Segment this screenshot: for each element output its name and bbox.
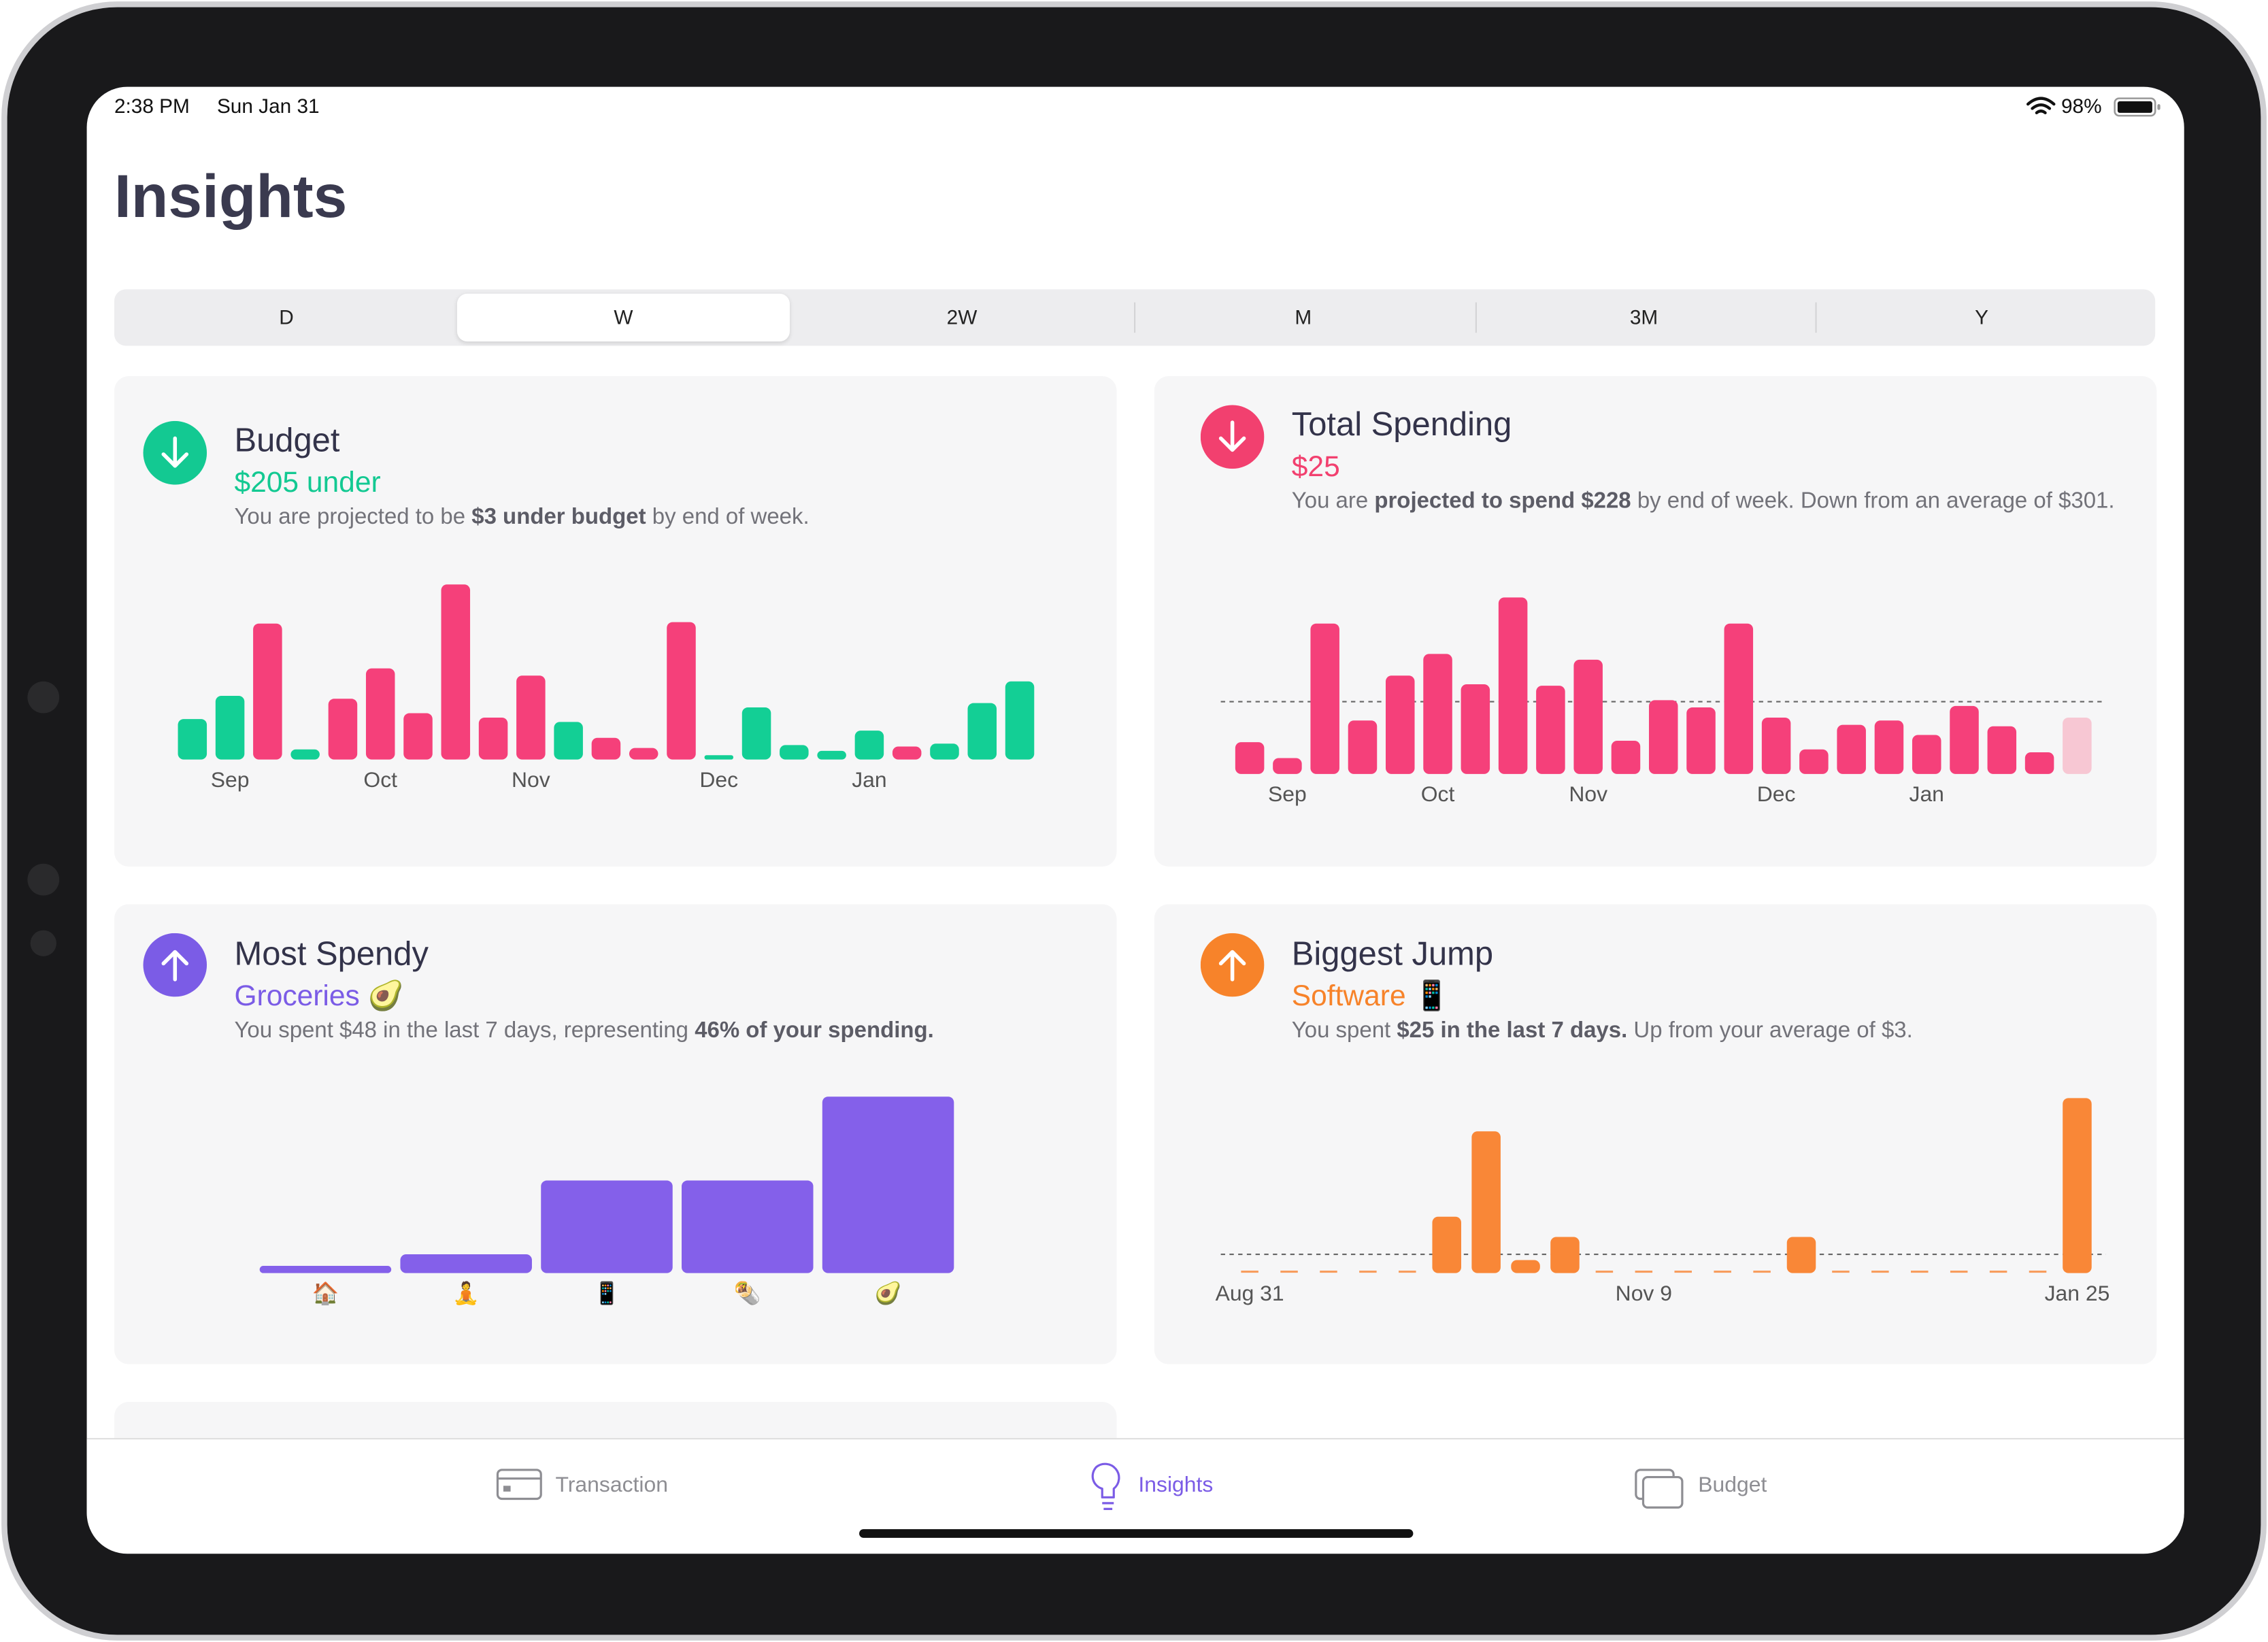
card-title: Budget [234,420,340,459]
bulb-icon [1091,1462,1120,1510]
sensor [27,863,60,896]
card-description: You spent $48 in the last 7 days, repres… [234,1016,1088,1046]
icon-arrow [1218,420,1246,452]
battery-level: 98% [2061,94,2102,118]
bold-text: 46% of your spending. [695,1018,934,1043]
tab-label[interactable]: Transaction [555,1473,668,1498]
tab-icon[interactable] [1090,1462,1143,1511]
card-description: You are projected to be $3 under budget … [234,502,1088,533]
card-title: Biggest Jump [1291,934,1494,973]
segment[interactable]: M [1295,305,1312,329]
icon-arrow [161,436,189,468]
card-icon [1200,405,1265,469]
card: Total Spending $25 You are projected to sp… [1154,375,2157,867]
icon-arrow [161,950,189,982]
wifi-icon [2026,97,2056,115]
camera [27,681,60,714]
tab-label[interactable]: Insights [1138,1473,1214,1498]
sensor [30,930,56,956]
card-chip [503,1486,511,1492]
text: You are projected to be [234,505,472,530]
card-icon [143,420,207,485]
bold-text: $3 under budget [471,505,646,530]
card-icon [143,933,207,997]
segment[interactable]: W [456,293,790,341]
segment-divider [1134,302,1136,333]
text: You spent [1291,1018,1397,1043]
segment[interactable]: 3M [1629,305,1658,329]
page-title: Insights [114,162,348,231]
battery-icon [2114,97,2161,117]
bold-text: $25 in the last 7 days. [1397,1018,1628,1043]
segment-divider [1475,302,1477,333]
card-headline: Groceries 🥑 [234,981,404,1013]
card-title: Most Spendy [234,934,429,973]
card-text: Biggest Jump Software 📱 You spent $25 in t… [1292,932,2128,1046]
card: Biggest Jump Software 📱 You spent $25 in t… [1154,904,2157,1364]
status-time: 2:38 PM [114,94,190,118]
card-text: Total Spending $25 You are projected to sp… [1292,402,2128,516]
card-text: Budget $205 under You are projected to be … [234,418,1088,533]
icon-arrow [1218,950,1246,982]
card-description: You spent $25 in the last 7 days. Up fro… [1292,1016,2128,1046]
card-text: Most Spendy Groceries 🥑 You spent $48 in t… [234,932,1088,1046]
tab-icon[interactable] [496,1462,548,1511]
status-date: Sun Jan 31 [216,94,320,118]
card: Most Spendy Groceries 🥑 You spent $48 in t… [114,904,1117,1364]
segment[interactable]: D [279,305,294,329]
home-indicator [859,1529,1414,1538]
text: by end of week. [646,505,810,530]
card: Budget $205 under You are projected to be … [114,375,1117,867]
text: You are [1291,488,1375,514]
card-icon [1200,933,1265,997]
card-icon [496,1469,542,1501]
card-title: Total Spending [1291,405,1512,443]
text: by end of week. Down from an average of … [1631,488,2115,514]
card-headline: $205 under [234,467,381,499]
wallet-front [1641,1475,1684,1509]
text: You spent $48 in the last 7 days, repres… [234,1018,695,1043]
text: Up from your average of $3. [1627,1018,1913,1043]
segment[interactable]: Y [1975,305,1988,329]
bold-text: projected to spend $228 [1374,488,1631,514]
card-headline: $25 [1291,451,1340,484]
segment-divider [1815,302,1817,333]
tab-icon[interactable] [1635,1462,1687,1511]
card-headline: Software 📱 [1291,981,1450,1013]
tab-label[interactable]: Budget [1698,1473,1767,1498]
card-description: You are projected to spend $228 by end o… [1292,486,2128,517]
segment[interactable]: 2W [946,305,978,329]
